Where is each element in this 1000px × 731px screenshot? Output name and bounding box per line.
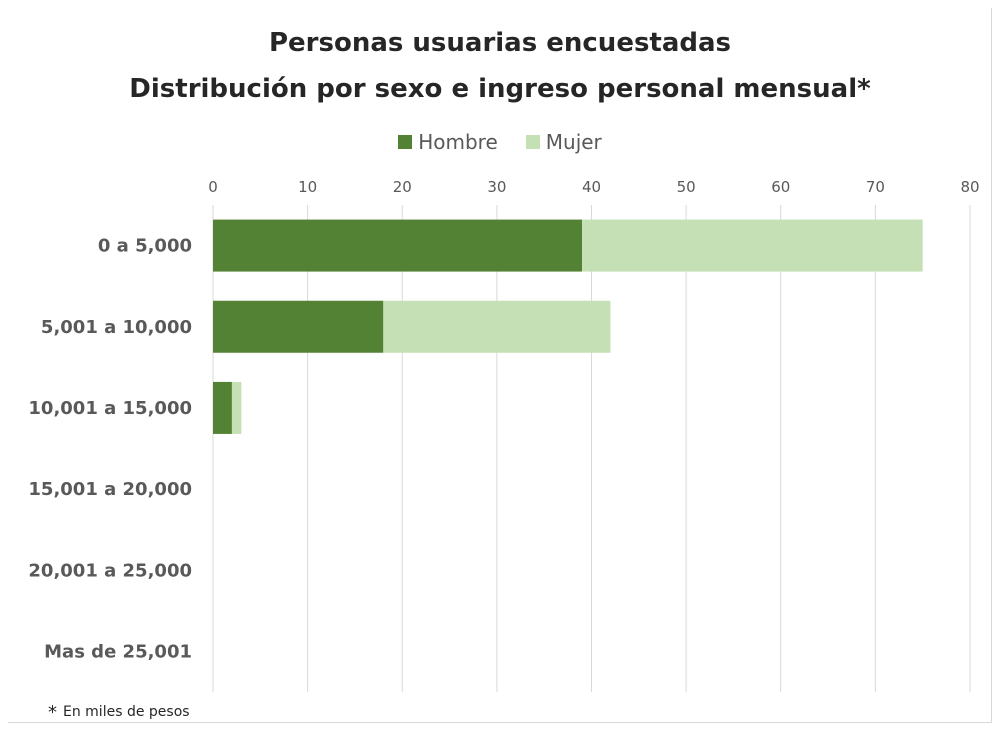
bar-hombre-0 xyxy=(213,219,583,272)
legend-swatch-mujer xyxy=(525,135,540,149)
chart-subtitle: Distribución por sexo e ingreso personal… xyxy=(129,74,871,104)
bar-mujer-1 xyxy=(383,300,611,353)
legend-item-hombre: Hombre xyxy=(398,130,498,154)
x-tick-label: 40 xyxy=(582,178,601,196)
category-label: 15,001 a 20,000 xyxy=(28,479,192,500)
x-tick-label: 20 xyxy=(393,178,412,196)
x-tick-label: 50 xyxy=(677,178,696,196)
footnote-marker: * xyxy=(48,702,57,723)
bar-mujer-0 xyxy=(582,219,923,272)
category-label: 0 a 5,000 xyxy=(98,236,192,257)
x-tick-label: 70 xyxy=(866,178,885,196)
x-tick-label: 0 xyxy=(208,178,218,196)
legend-item-mujer: Mujer xyxy=(525,130,602,154)
bar-mujer-2 xyxy=(231,381,242,434)
x-tick-label: 30 xyxy=(487,178,506,196)
legend: Hombre Mujer xyxy=(0,130,1000,154)
footnote: * En miles de pesos xyxy=(48,702,190,723)
category-label: 10,001 a 15,000 xyxy=(28,398,192,419)
chart-title: Personas usuarias encuestadas xyxy=(268,28,732,58)
bar-hombre-2 xyxy=(213,381,232,434)
x-tick-label: 10 xyxy=(298,178,317,196)
x-tick-label: 80 xyxy=(960,178,979,196)
bar-hombre-1 xyxy=(213,300,384,353)
legend-label-hombre: Hombre xyxy=(418,130,498,154)
category-label: 5,001 a 10,000 xyxy=(41,317,192,338)
category-label: 20,001 a 25,000 xyxy=(28,560,192,581)
x-tick-label: 60 xyxy=(771,178,790,196)
legend-label-mujer: Mujer xyxy=(545,130,602,154)
chart-frame xyxy=(8,8,992,723)
category-label: Mas de 25,001 xyxy=(44,641,192,662)
footnote-text: En miles de pesos xyxy=(63,704,190,720)
legend-swatch-hombre xyxy=(398,135,413,149)
